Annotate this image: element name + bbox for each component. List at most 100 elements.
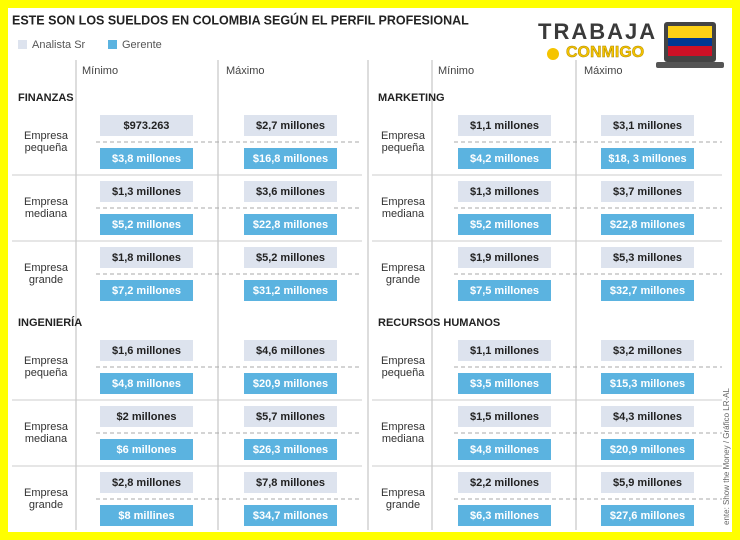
row-label: pequeña [382, 142, 426, 154]
salary: $5,9 millones [613, 477, 682, 489]
column-header: Mínimo [438, 65, 474, 77]
gerente-box [458, 280, 551, 301]
salary: $1,8 millones [112, 252, 181, 264]
flag [668, 38, 712, 46]
row-label: grande [386, 274, 420, 286]
salary: $5,3 millones [613, 252, 682, 264]
logo-icon [547, 48, 559, 60]
salary: $7,8 millones [256, 477, 325, 489]
row-label: Empresa [381, 130, 426, 142]
salary: $1,5 millones [470, 411, 539, 423]
analista-box [244, 115, 337, 136]
salary: $20,9 millones [610, 444, 685, 456]
row-label: grande [29, 274, 63, 286]
salary: $3,6 millones [256, 186, 325, 198]
salary: $7,2 millones [112, 285, 181, 297]
row-label: pequeña [382, 367, 426, 379]
analista-box [458, 181, 551, 202]
row-label: mediana [382, 433, 425, 445]
salary: $2 millones [117, 411, 177, 423]
salary: $1,9 millones [470, 252, 539, 264]
analista-box [458, 472, 551, 493]
salary: $5,2 millones [470, 219, 539, 231]
gerente-box [601, 214, 694, 235]
laptop-base [656, 62, 724, 68]
analista-box [601, 406, 694, 427]
column-header: Máximo [584, 65, 623, 77]
source: ente: Show the Money / Gráfico LR-AL [722, 387, 731, 525]
gerente-box [458, 439, 551, 460]
analista-box [458, 115, 551, 136]
salary: $1,6 millones [112, 345, 181, 357]
row-label: Empresa [24, 262, 69, 274]
section-title: RECURSOS HUMANOS [378, 317, 500, 329]
gerente-box [244, 148, 337, 169]
column-header: Máximo [226, 65, 265, 77]
gerente-box [601, 439, 694, 460]
analista-box [100, 115, 193, 136]
analista-box [244, 472, 337, 493]
gerente-box [244, 439, 337, 460]
column-header: Mínimo [82, 65, 118, 77]
row-label: Empresa [381, 487, 426, 499]
row-label: Empresa [24, 421, 69, 433]
row-label: mediana [382, 208, 425, 220]
row-label: Empresa [24, 355, 69, 367]
salary: $20,9 millones [253, 378, 328, 390]
salary: $3,7 millones [613, 186, 682, 198]
salary: $973.263 [124, 120, 170, 132]
gerente-box [100, 373, 193, 394]
salary: $3,1 millones [613, 120, 682, 132]
row-label: pequeña [25, 367, 69, 379]
title: ESTE SON LOS SUELDOS EN COLOMBIA SEGÚN E… [12, 12, 469, 27]
row-label: Empresa [24, 196, 69, 208]
salary: $4,8 millones [112, 378, 181, 390]
analista-box [601, 340, 694, 361]
salary: $1,1 millones [470, 345, 539, 357]
salary: $5,2 millones [256, 252, 325, 264]
legend-swatch [108, 40, 117, 49]
salary: $4,8 millones [470, 444, 539, 456]
salary: $34,7 millones [253, 510, 328, 522]
analista-box [244, 340, 337, 361]
gerente-box [100, 439, 193, 460]
salary: $6 millones [117, 444, 177, 456]
salary: $4,6 millones [256, 345, 325, 357]
section-title: MARKETING [378, 92, 445, 104]
analista-box [100, 472, 193, 493]
analista-box [601, 247, 694, 268]
gerente-box [100, 505, 193, 526]
gerente-box [244, 373, 337, 394]
salary: $1,3 millones [112, 186, 181, 198]
salary: $2,2 millones [470, 477, 539, 489]
gerente-box [601, 148, 694, 169]
logo-text: TRABAJA [538, 19, 657, 44]
salary: $3,5 millones [470, 378, 539, 390]
salary: $3,2 millones [613, 345, 682, 357]
salary: $16,8 millones [253, 153, 328, 165]
gerente-box [601, 373, 694, 394]
row-label: grande [29, 499, 63, 511]
analista-box [244, 406, 337, 427]
analista-box [100, 406, 193, 427]
row-label: grande [386, 499, 420, 511]
salary: $8 millines [118, 510, 174, 522]
analista-box [100, 340, 193, 361]
salary: $6,3 millones [470, 510, 539, 522]
salary: $4,3 millones [613, 411, 682, 423]
legend-label: Gerente [122, 39, 162, 51]
gerente-box [244, 214, 337, 235]
salary: $15,3 millones [610, 378, 685, 390]
salary: $31,2 millones [253, 285, 328, 297]
section-title: FINANZAS [18, 92, 74, 104]
gerente-box [100, 214, 193, 235]
gerente-box [458, 505, 551, 526]
salary: $26,3 millones [253, 444, 328, 456]
salary: $22,8 millones [610, 219, 685, 231]
logo-text: CONMIGO [566, 44, 644, 61]
row-label: Empresa [381, 196, 426, 208]
row-label: Empresa [381, 421, 426, 433]
flag [668, 26, 712, 38]
analista-box [458, 406, 551, 427]
